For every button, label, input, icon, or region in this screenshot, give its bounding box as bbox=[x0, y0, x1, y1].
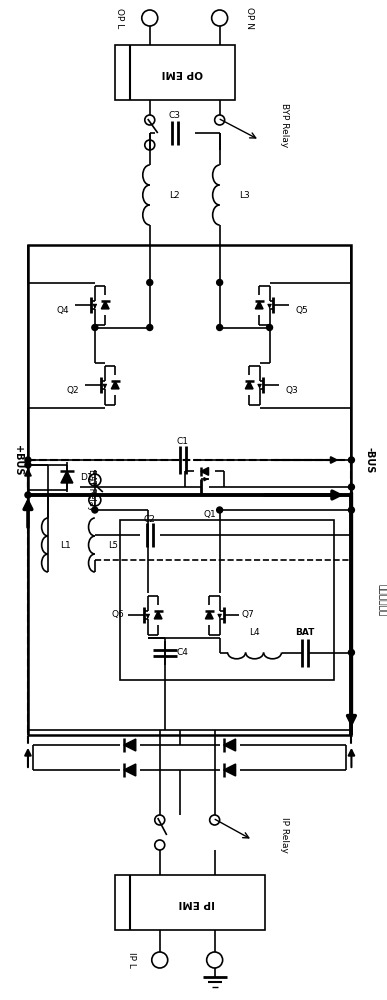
Text: OP EMI: OP EMI bbox=[161, 68, 203, 78]
Text: Q4: Q4 bbox=[57, 306, 69, 314]
Text: Q7: Q7 bbox=[241, 610, 254, 619]
Polygon shape bbox=[205, 611, 213, 619]
Circle shape bbox=[217, 507, 223, 513]
Circle shape bbox=[217, 279, 223, 286]
Text: Q3: Q3 bbox=[285, 385, 298, 394]
Text: BAT: BAT bbox=[295, 628, 314, 637]
Text: IP L: IP L bbox=[127, 952, 136, 968]
Text: L3: L3 bbox=[239, 190, 250, 200]
Circle shape bbox=[147, 279, 153, 286]
Text: D1: D1 bbox=[80, 473, 93, 482]
Circle shape bbox=[348, 457, 354, 463]
Text: C2: C2 bbox=[144, 514, 156, 524]
Bar bbox=[115, 875, 265, 930]
Text: IP Relay: IP Relay bbox=[280, 817, 289, 853]
Polygon shape bbox=[154, 611, 162, 619]
Circle shape bbox=[92, 507, 98, 513]
Polygon shape bbox=[124, 764, 136, 776]
Polygon shape bbox=[224, 739, 236, 751]
Circle shape bbox=[25, 492, 31, 498]
Text: Q6: Q6 bbox=[111, 610, 124, 619]
Text: BYP Relay: BYP Relay bbox=[280, 103, 289, 147]
Text: L4: L4 bbox=[249, 628, 260, 637]
Circle shape bbox=[25, 457, 31, 463]
Text: OP N: OP N bbox=[245, 7, 254, 29]
Polygon shape bbox=[101, 301, 109, 309]
Circle shape bbox=[348, 507, 354, 513]
Circle shape bbox=[92, 324, 98, 330]
Text: OP L: OP L bbox=[115, 8, 124, 28]
Text: Q5: Q5 bbox=[295, 306, 308, 314]
Circle shape bbox=[348, 484, 354, 490]
Circle shape bbox=[147, 324, 153, 330]
Text: BAT Relay: BAT Relay bbox=[87, 469, 96, 511]
Text: -BUS: -BUS bbox=[365, 447, 374, 473]
Text: L1: L1 bbox=[60, 540, 71, 550]
Polygon shape bbox=[61, 471, 73, 483]
Circle shape bbox=[25, 462, 31, 468]
Polygon shape bbox=[224, 764, 236, 776]
Text: Q1: Q1 bbox=[203, 510, 216, 520]
Polygon shape bbox=[255, 301, 263, 309]
Text: Q2: Q2 bbox=[67, 385, 79, 394]
Bar bbox=[28, 245, 351, 735]
Text: +BUS: +BUS bbox=[13, 445, 23, 475]
Bar bbox=[115, 45, 235, 100]
Text: IP EMI: IP EMI bbox=[179, 898, 216, 908]
Polygon shape bbox=[111, 381, 119, 389]
Text: L5: L5 bbox=[108, 540, 118, 550]
Circle shape bbox=[217, 324, 223, 330]
Bar bbox=[120, 520, 334, 680]
Text: 充电升压单元: 充电升压单元 bbox=[377, 584, 386, 616]
Polygon shape bbox=[201, 468, 209, 475]
Text: C1: C1 bbox=[177, 438, 189, 446]
Circle shape bbox=[348, 650, 354, 656]
Circle shape bbox=[267, 324, 272, 330]
Text: L2: L2 bbox=[170, 190, 180, 200]
Text: C4: C4 bbox=[177, 648, 188, 657]
Text: C3: C3 bbox=[169, 110, 181, 119]
Polygon shape bbox=[245, 381, 253, 389]
Polygon shape bbox=[124, 739, 136, 751]
